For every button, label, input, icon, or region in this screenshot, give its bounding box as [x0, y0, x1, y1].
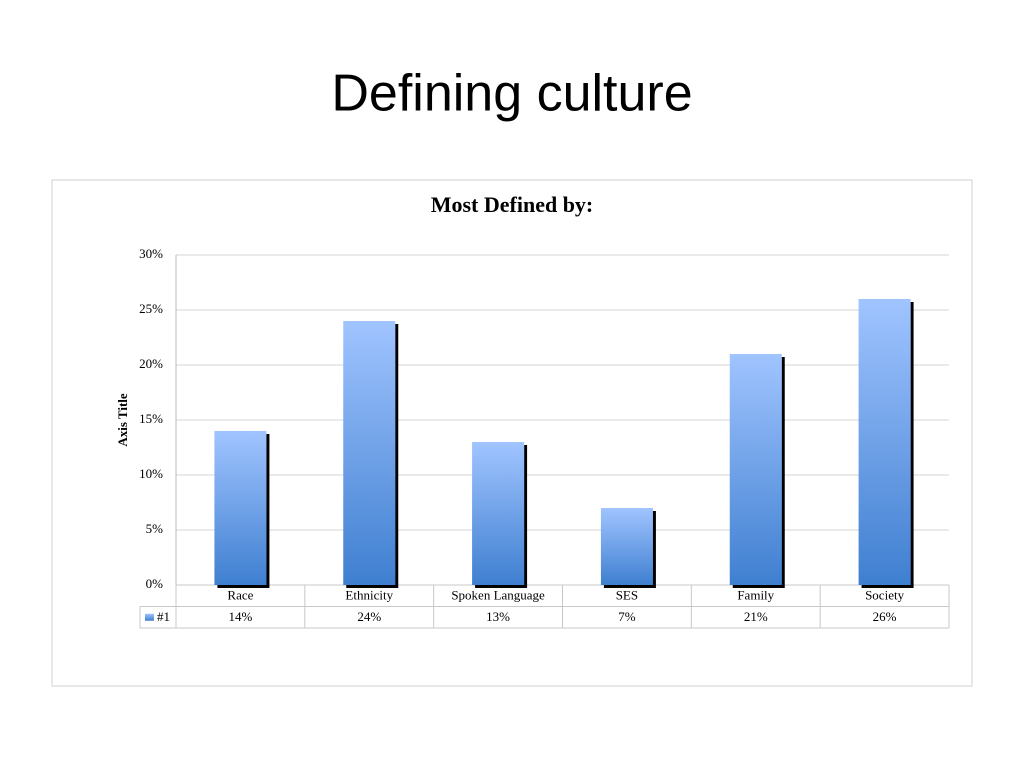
x-tick-label: Family — [737, 588, 774, 603]
y-tick-label: 15% — [139, 411, 163, 426]
chart-title: Most Defined by: — [431, 192, 594, 217]
y-tick-label: 10% — [139, 466, 163, 481]
y-axis-title: Axis Title — [115, 393, 130, 447]
x-tick-label: Race — [227, 588, 253, 603]
bar — [600, 508, 653, 585]
chart-frame — [51, 179, 973, 687]
x-tick-label: SES — [616, 588, 638, 603]
data-label: 21% — [744, 609, 768, 624]
y-tick-label: 30% — [139, 246, 163, 261]
y-tick-label: 20% — [139, 356, 163, 371]
bar — [729, 354, 782, 585]
x-tick-label: Spoken Language — [451, 588, 545, 603]
data-label: 26% — [873, 609, 897, 624]
y-tick-label: 5% — [146, 521, 164, 536]
bar — [858, 299, 911, 585]
data-label: 7% — [618, 609, 636, 624]
y-tick-label: 0% — [146, 576, 164, 591]
x-tick-label: Society — [865, 588, 904, 603]
y-tick-label: 25% — [139, 301, 163, 316]
slide-title: Defining culture — [331, 65, 692, 123]
data-label: 13% — [486, 609, 510, 624]
legend-swatch — [145, 613, 154, 621]
bar — [343, 321, 396, 585]
data-label: 24% — [357, 609, 381, 624]
bar — [472, 442, 525, 585]
data-label: 14% — [228, 609, 252, 624]
bar — [214, 431, 267, 585]
legend-label: #1 — [157, 609, 170, 624]
x-tick-label: Ethnicity — [345, 588, 393, 603]
